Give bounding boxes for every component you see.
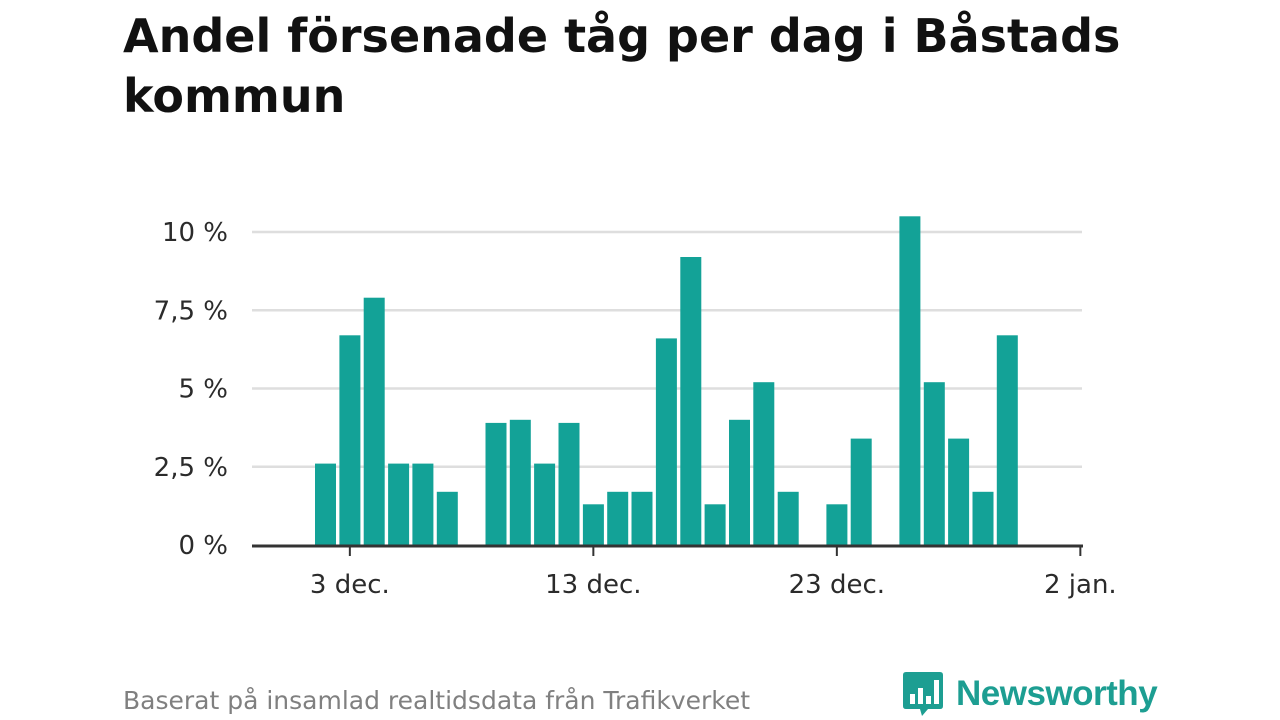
brand-name: Newsworthy (956, 674, 1158, 713)
bars (315, 216, 1018, 546)
x-axis (252, 544, 1083, 556)
bar (948, 438, 970, 545)
bar (509, 419, 531, 545)
bar (388, 463, 410, 545)
bar (607, 491, 629, 545)
y-tick-label: 5 % (178, 375, 228, 405)
bar (729, 419, 750, 545)
bar (363, 297, 385, 545)
bar (704, 504, 726, 545)
y-tick-label: 7,5 % (154, 296, 228, 326)
y-axis-labels: 0 % 2,5 % 5 % 7,5 % 10 % (154, 218, 228, 561)
bar (412, 463, 434, 545)
bar (777, 491, 799, 545)
x-tick-label: 2 jan. (1044, 570, 1117, 600)
bar (582, 504, 604, 545)
bar (485, 422, 507, 545)
x-tick-label: 23 dec. (789, 570, 885, 600)
bar (436, 491, 458, 545)
bar (315, 463, 336, 545)
bar (826, 504, 848, 545)
bar (850, 438, 872, 545)
y-tick-label: 0 % (178, 531, 228, 561)
chart-title: Andel försenade tåg per dag i Båstads ko… (123, 9, 1121, 123)
bar (753, 382, 775, 545)
x-tick-label: 13 dec. (545, 570, 641, 600)
bar (923, 382, 945, 545)
bar (680, 257, 702, 545)
x-tick-label: 3 dec. (310, 570, 390, 600)
bar (339, 335, 361, 545)
source-note: Baserat på insamlad realtidsdata från Tr… (123, 686, 751, 715)
y-tick-label: 10 % (162, 218, 228, 248)
bar (631, 491, 653, 545)
bar (534, 463, 556, 545)
bar (899, 216, 921, 546)
newsworthy-logo-icon (903, 672, 943, 716)
brand-logo: Newsworthy (902, 670, 1158, 718)
bar (996, 335, 1018, 545)
bar (972, 491, 994, 545)
bar (655, 338, 677, 545)
y-tick-label: 2,5 % (154, 453, 228, 483)
x-axis-labels: 3 dec. 13 dec. 23 dec. 2 jan. (310, 570, 1117, 600)
bar (558, 422, 580, 545)
